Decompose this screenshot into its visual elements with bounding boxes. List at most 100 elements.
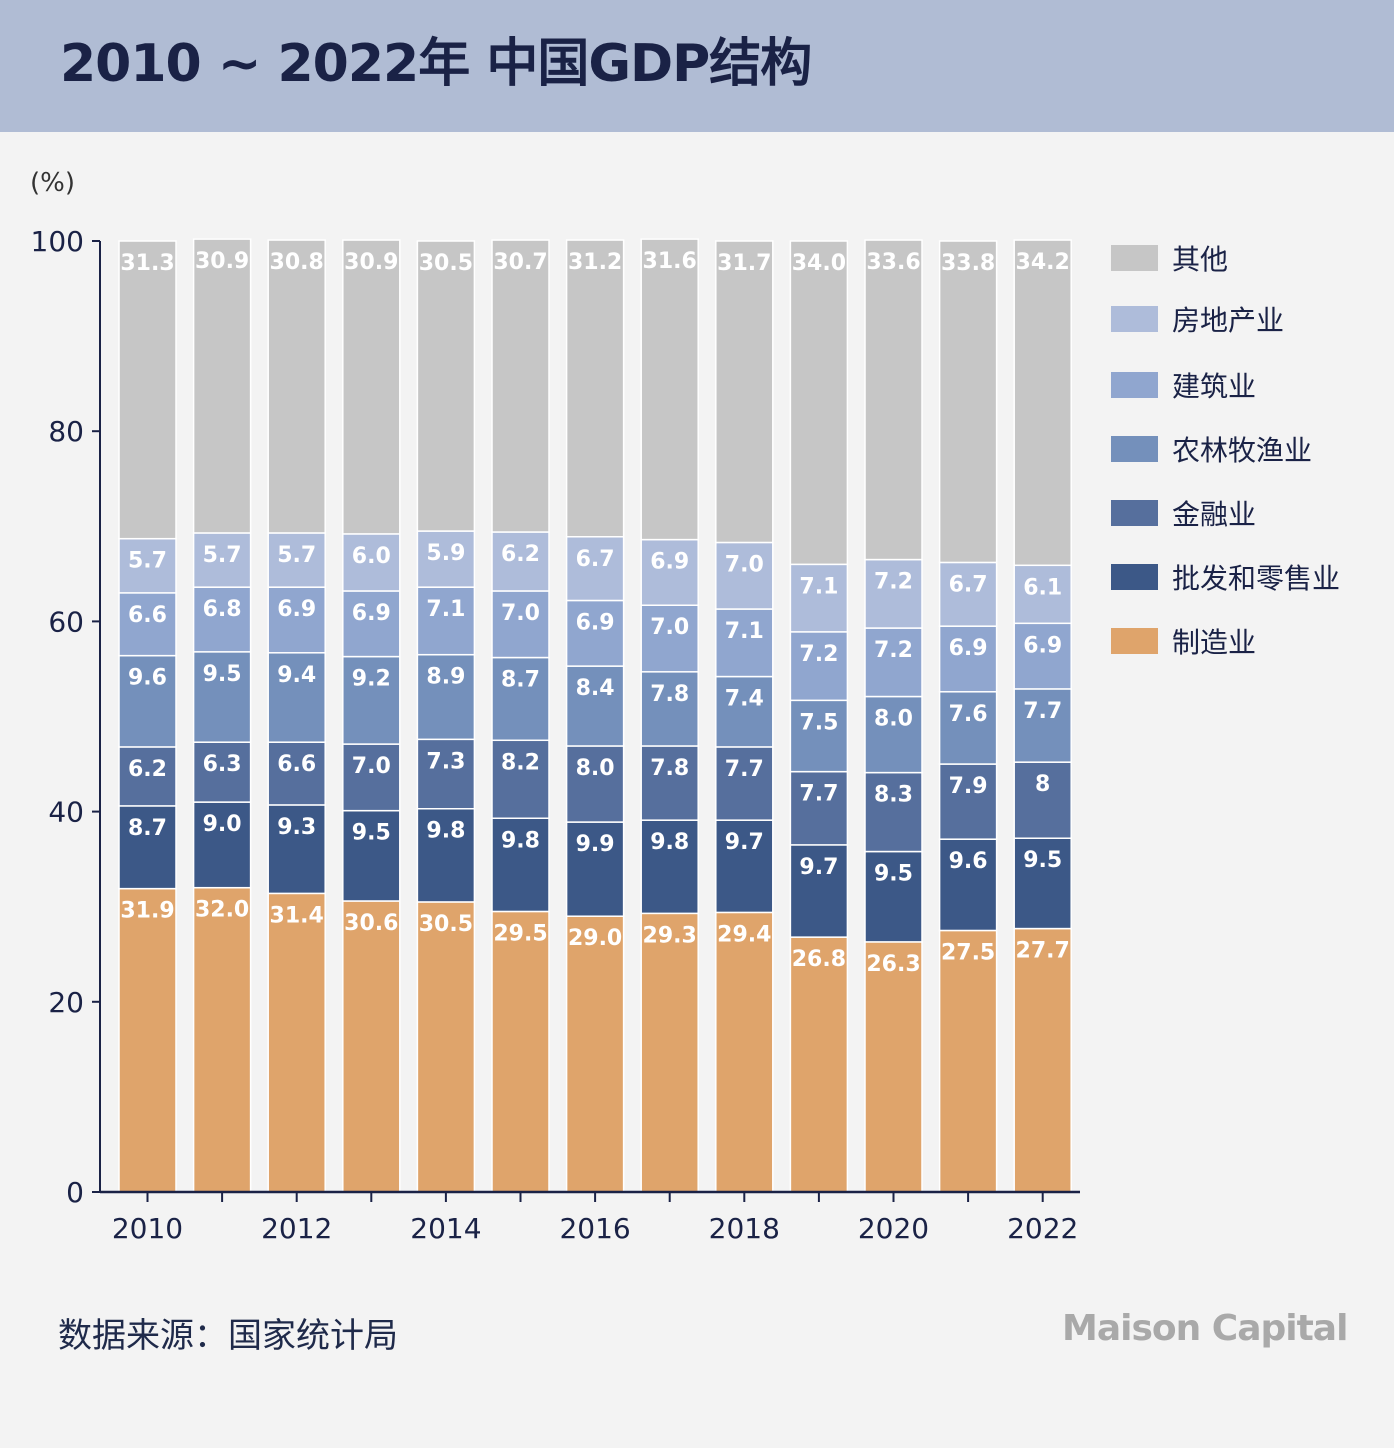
bar-segment [715, 608, 774, 678]
bar-segment [640, 538, 699, 606]
y-tick-label: 100 [31, 225, 84, 258]
data-label: 6.0 [352, 544, 391, 569]
data-label: 9.8 [501, 828, 540, 853]
data-label: 9.9 [576, 832, 615, 857]
legend-label: 制造业 [1172, 626, 1256, 659]
legend-swatch [1111, 372, 1158, 398]
data-label: 7.0 [352, 754, 391, 779]
bar-segment [118, 592, 177, 657]
data-label: 7.1 [799, 574, 838, 599]
bar-segment [938, 763, 998, 840]
bar-segment [640, 671, 699, 747]
data-label: 30.5 [419, 251, 473, 276]
data-label: 7.7 [1023, 699, 1062, 724]
data-label: 6.9 [576, 610, 615, 635]
bar-segment [416, 807, 476, 903]
bar-segment [864, 850, 923, 943]
data-label: 8.2 [501, 750, 540, 775]
data-label: 7.3 [426, 749, 465, 774]
data-label: 9.0 [203, 812, 242, 837]
legend-swatch [1111, 564, 1158, 590]
bar-segment [491, 656, 550, 742]
bar-segment [789, 240, 849, 566]
bar-segment [715, 541, 774, 610]
data-label: 9.7 [799, 855, 838, 880]
data-label: 29.4 [717, 922, 771, 947]
bar-segment [715, 675, 774, 748]
data-label: 9.6 [128, 666, 167, 691]
data-label: 7.2 [799, 642, 838, 667]
y-tick-label: 0 [66, 1176, 84, 1209]
bar-segment [342, 590, 401, 658]
bar-segment [565, 821, 625, 917]
bar-segment [864, 627, 923, 698]
data-label: 6.2 [128, 757, 167, 782]
legend-swatch [1111, 436, 1158, 462]
data-label: 7.2 [874, 570, 913, 595]
data-label: 8.7 [501, 668, 540, 693]
bar-segment [565, 536, 625, 602]
bar-segment [565, 915, 625, 1193]
data-label: 5.9 [426, 541, 465, 566]
bar-segment [267, 892, 326, 1193]
data-label: 31.2 [568, 250, 622, 275]
data-label: 8.0 [576, 756, 615, 781]
data-label: 34.2 [1016, 250, 1070, 275]
legend-label: 建筑业 [1172, 370, 1256, 403]
bar-segment [267, 741, 326, 806]
x-tick-label: 2010 [112, 1212, 183, 1245]
bar-segment [1013, 239, 1072, 567]
bar-segment [192, 651, 252, 743]
data-label: 30.5 [419, 912, 473, 937]
x-tick-label: 2014 [410, 1212, 481, 1245]
bar-segment [1013, 761, 1072, 839]
data-label: 6.9 [650, 550, 689, 575]
bar-segment [938, 625, 998, 693]
bar-segment [192, 532, 252, 588]
bar-segment [1013, 927, 1072, 1193]
bar-segment [789, 844, 849, 938]
stacked-bar-chart: 31.9 8.7 6.2 9.6 6.6 5.7 31.3 32.0 9.0 6.3 9.5 6.8 5… [31, 225, 1340, 1245]
bar-segment [416, 586, 476, 656]
data-label: 31.3 [120, 251, 174, 276]
data-label: 6.3 [203, 752, 242, 777]
x-tick-label: 2012 [261, 1212, 332, 1245]
bar-segment [342, 743, 401, 812]
data-label: 8.4 [576, 676, 615, 701]
data-label: 5.7 [277, 543, 316, 568]
bar-segment [789, 699, 849, 773]
data-label: 6.7 [949, 572, 988, 597]
data-label: 29.5 [493, 921, 547, 946]
bar-segment [640, 745, 699, 821]
legend-label: 批发和零售业 [1172, 562, 1340, 595]
legend-swatch [1111, 245, 1158, 271]
data-label: 7.8 [650, 682, 689, 707]
data-label: 9.8 [650, 830, 689, 855]
bar-segment [491, 239, 550, 533]
data-label: 7.0 [725, 552, 764, 577]
data-label: 8 [1035, 772, 1050, 797]
bar-segment [491, 739, 550, 820]
data-label: 6.9 [352, 601, 391, 626]
data-label: 9.5 [874, 862, 913, 887]
bar-segment [491, 817, 550, 913]
data-label: 9.6 [949, 849, 988, 874]
bar-segment [342, 900, 401, 1193]
bar-segment [715, 746, 774, 821]
data-label: 8.3 [874, 783, 913, 808]
data-label: 32.0 [195, 898, 249, 923]
data-source-note: 数据来源：国家统计局 [58, 1316, 398, 1356]
bars-layer [118, 238, 1072, 1193]
data-label: 30.9 [195, 249, 249, 274]
data-label: 9.8 [426, 819, 465, 844]
data-label: 6.9 [1023, 633, 1062, 658]
bar-segment [938, 929, 998, 1193]
legend-swatch [1111, 306, 1158, 332]
data-label: 5.7 [128, 549, 167, 574]
data-label: 27.7 [1016, 939, 1070, 964]
bar-segment [640, 912, 699, 1193]
data-label: 6.7 [576, 547, 615, 572]
x-tick-label: 2022 [1007, 1212, 1078, 1245]
data-label: 31.7 [717, 251, 771, 276]
data-label: 27.5 [941, 940, 995, 965]
